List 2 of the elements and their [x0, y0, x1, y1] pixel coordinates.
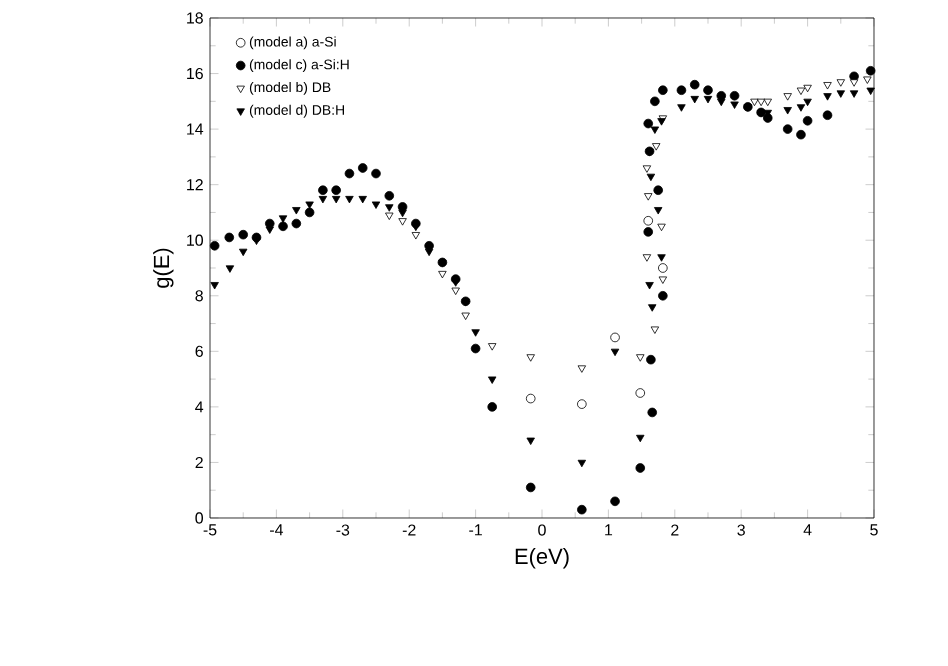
x-axis-title: E(eV)	[515, 548, 569, 569]
y-axis-title: g(E)	[153, 248, 174, 288]
